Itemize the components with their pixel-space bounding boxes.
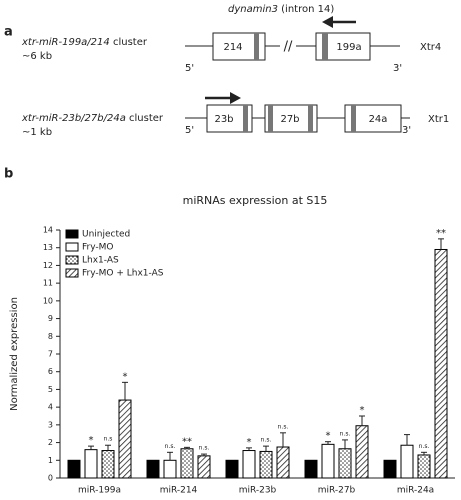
bar (146, 459, 160, 479)
bar (197, 455, 211, 479)
bar (118, 399, 132, 479)
significance-label: ** (436, 228, 446, 239)
bar (417, 454, 431, 479)
stripe (268, 105, 273, 132)
legend-label: Fry-MO + Lhx1-AS (82, 269, 164, 279)
significance-label: n.s. (261, 437, 272, 444)
bar (163, 459, 177, 479)
y-tick-label: 7 (48, 350, 53, 359)
significance-label: * (123, 371, 128, 382)
bar (225, 459, 239, 479)
box-label: 23b (214, 114, 233, 125)
y-tick-label: 2 (48, 438, 53, 447)
y-tick-label: 5 (48, 385, 53, 394)
significance-label: * (247, 437, 252, 448)
arrow-right (205, 92, 241, 104)
x-tick-label: miR-214 (160, 486, 198, 496)
legend-swatch (65, 229, 79, 239)
legend-swatch (65, 268, 79, 278)
cluster-id: xtr-miR-199a/214 (21, 37, 110, 48)
bar (84, 449, 98, 479)
y-tick-label: 0 (48, 474, 53, 483)
gene-label: dynamin3 (intron 14) (228, 4, 334, 15)
cluster-name: xtr-miR-23b/27b/24a cluster (21, 113, 164, 124)
significance-label: * (326, 431, 331, 442)
significance-label: * (89, 435, 94, 446)
arrow-left (322, 16, 356, 28)
y-tick-label: 8 (48, 332, 53, 341)
x-tick-label: miR-27b (318, 486, 356, 496)
significance-label: n.s. (419, 443, 430, 450)
y-tick-label: 11 (43, 279, 53, 288)
y-tick-label: 14 (43, 226, 53, 235)
bar (434, 248, 448, 479)
x-tick-label: miR-24a (397, 486, 434, 496)
bar (383, 459, 397, 479)
cluster-size: ~6 kb (22, 51, 52, 62)
y-tick-label: 9 (48, 314, 53, 323)
bar (259, 450, 273, 479)
y-tick-label: 1 (48, 456, 53, 465)
stripe (322, 33, 328, 60)
cluster-kind: cluster (129, 113, 164, 124)
y-tick-label: 12 (43, 261, 53, 270)
chart-title: miRNAs expression at S15 (183, 194, 328, 207)
cluster-kind: cluster (113, 37, 148, 48)
cluster-id: xtr-miR-23b/27b/24a (21, 113, 126, 124)
legend-swatch (65, 242, 79, 252)
stripe (243, 105, 248, 132)
bar (180, 448, 194, 479)
legend-label: Fry-MO (82, 243, 114, 253)
box-label: 24a (369, 114, 388, 125)
y-tick-label: 4 (48, 403, 53, 412)
y-axis-label: Normalized expression (9, 297, 20, 411)
y-tick-label: 13 (43, 243, 53, 252)
stripe (308, 105, 313, 132)
bar (101, 450, 115, 479)
chromosome: Xtr1 (428, 114, 449, 125)
stripe (254, 33, 259, 60)
bar (338, 448, 352, 479)
gene-name: dynamin3 (228, 4, 278, 15)
significance-label: n.s. (340, 430, 351, 437)
three-prime: 3' (402, 125, 411, 136)
significance-label: n.s (104, 436, 113, 443)
chromosome: Xtr4 (420, 42, 441, 53)
significance-label: n.s. (199, 445, 210, 452)
legend-swatch (65, 255, 79, 265)
box-label: 199a (336, 42, 361, 53)
bar (67, 459, 81, 479)
bar (321, 443, 335, 479)
cluster-size: ~1 kb (22, 127, 52, 138)
break-gap (280, 36, 296, 56)
box-label: 27b (280, 114, 299, 125)
bar (304, 459, 318, 479)
legend-label: Lhx1-AS (82, 256, 119, 266)
y-tick-label: 3 (48, 420, 53, 429)
panel-label: a (4, 25, 13, 40)
bar (355, 425, 369, 479)
x-tick-label: miR-23b (239, 486, 277, 496)
stripe (351, 105, 356, 132)
box-label: 214 (223, 42, 242, 53)
five-prime: 5' (185, 63, 194, 74)
x-tick-label: miR-199a (78, 486, 121, 496)
significance-label: n.s. (278, 423, 289, 430)
significance-label: * (360, 405, 365, 416)
gene-note: (intron 14) (281, 4, 334, 15)
panel-label: b (4, 167, 13, 182)
significance-label: n.s. (165, 443, 176, 450)
legend-label: Uninjected (82, 230, 130, 240)
break-mark: // (284, 40, 293, 55)
significance-label: ** (182, 436, 192, 447)
y-tick-label: 10 (43, 296, 53, 305)
five-prime: 5' (185, 125, 194, 136)
y-tick-label: 6 (48, 367, 53, 376)
bar (242, 450, 256, 479)
bar (400, 444, 414, 479)
cluster-name: xtr-miR-199a/214 cluster (21, 37, 148, 48)
three-prime: 3' (393, 63, 402, 74)
bar (276, 446, 290, 479)
